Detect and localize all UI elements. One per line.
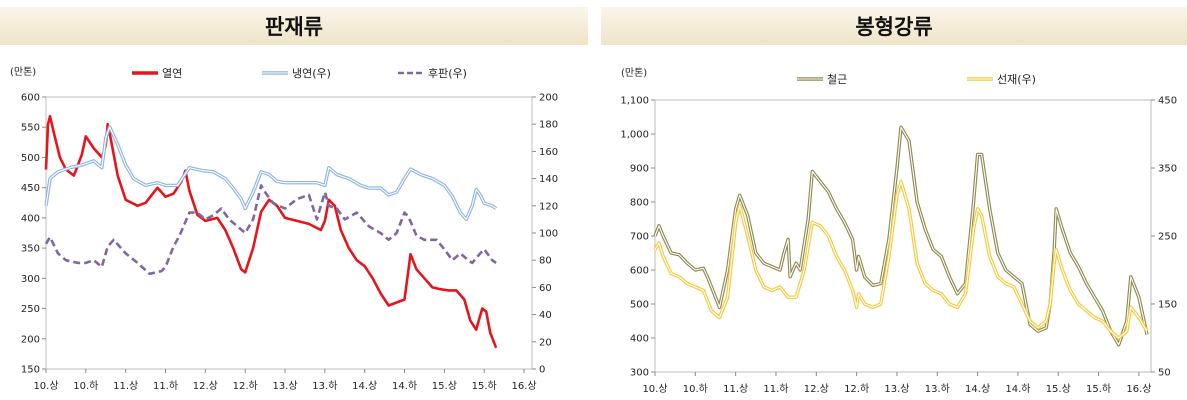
y-left-tick-label: 1,000 xyxy=(620,130,649,141)
y-right-tick-label: 200 xyxy=(539,93,558,104)
y-right-tick-label: 160 xyxy=(539,147,558,158)
chart-panel-long-products: 봉형강류 (만톤) 300 400 500 600 700 800 900 1,000 1,100… xyxy=(601,0,1187,400)
x-tick-label: 15.상 xyxy=(432,380,457,392)
x-tick-label: 14.하 xyxy=(392,379,417,392)
legend-label: 후판(우) xyxy=(428,67,467,80)
y-left-tick-label: 400 xyxy=(630,334,649,345)
legend-label: 냉연(우) xyxy=(292,67,331,80)
x-tick-label: 10.하 xyxy=(73,379,98,392)
y-right-tick-label: 250 xyxy=(1158,232,1177,243)
y-left-tick-label: 150 xyxy=(21,365,40,376)
plot-area xyxy=(654,99,1152,373)
y-left-tick-label: 1,100 xyxy=(620,96,649,107)
y-left-tick-label: 600 xyxy=(21,93,40,104)
chart-flat-products: (만톤) 150 200 250 300 350 400 450 500 550 600 0 20 40 6… xyxy=(10,66,558,392)
x-tick-label: 12.하 xyxy=(233,379,258,392)
x-tick-label: 16.상 xyxy=(511,380,536,392)
series-line-선재우-inner xyxy=(654,181,1148,339)
x-tick-label: 11.상 xyxy=(723,383,748,395)
x-tick-label: 12.상 xyxy=(804,383,829,395)
x-tick-label: 16.상 xyxy=(1126,383,1151,395)
y-right-tick-label: 100 xyxy=(539,229,558,240)
x-tick-label: 13.하 xyxy=(312,379,337,392)
y-right-tick-label: 50 xyxy=(1158,368,1171,379)
x-tick-label: 15.하 xyxy=(472,379,497,392)
x-tick-label: 11.하 xyxy=(153,379,178,392)
y-left-tick-label: 500 xyxy=(630,300,649,311)
y-left-tick-label: 700 xyxy=(630,232,649,243)
y-axis-unit-label: (만톤) xyxy=(10,66,36,78)
y-right-tick-label: 20 xyxy=(539,337,552,348)
y-left-tick-label: 900 xyxy=(630,164,649,175)
y-right-tick-label: 180 xyxy=(539,120,558,131)
x-tick-label: 12.상 xyxy=(193,380,218,392)
series-line-후판우 xyxy=(44,184,497,276)
plot-area xyxy=(45,96,533,370)
series-line-냉연우-inner xyxy=(45,126,497,220)
x-tick-label: 12.하 xyxy=(844,382,869,395)
y-left-tick-label: 300 xyxy=(21,274,40,285)
chart-long-products: (만톤) 300 400 500 600 700 800 900 1,000 1,100 50 150… xyxy=(620,67,1177,395)
series-line-철근-inner xyxy=(654,126,1148,346)
x-tick-label: 13.상 xyxy=(884,383,909,395)
y-left-tick-label: 300 xyxy=(630,368,649,379)
x-tick-label: 13.상 xyxy=(272,380,297,392)
x-tick-label: 10.상 xyxy=(642,383,667,395)
x-tick-label: 15.상 xyxy=(1046,383,1071,395)
y-right-tick-label: 40 xyxy=(539,310,552,321)
chart-title: 봉형강류 xyxy=(855,15,933,39)
y-left-tick-label: 550 xyxy=(21,123,40,134)
x-tick-label: 11.하 xyxy=(763,382,788,395)
y-left-tick-label: 400 xyxy=(21,213,40,224)
chart-title: 판재류 xyxy=(265,15,323,39)
x-tick-label: 10.상 xyxy=(33,380,58,392)
y-right-tick-label: 150 xyxy=(1158,300,1177,311)
legend-label: 철근 xyxy=(827,73,847,86)
y-right-tick-label: 0 xyxy=(539,365,545,376)
chart-panel-flat-products: 판재류 (만톤) 150 200 250 300 350 400 450 500 550 600 0 2… xyxy=(0,0,588,400)
y-left-tick-label: 500 xyxy=(21,153,40,164)
y-left-tick-label: 350 xyxy=(21,244,40,255)
legend-label: 선재(우) xyxy=(997,73,1036,86)
y-right-tick-label: 120 xyxy=(539,201,558,212)
x-tick-label: 14.상 xyxy=(352,380,377,392)
x-tick-label: 13.하 xyxy=(925,382,950,395)
y-right-tick-label: 140 xyxy=(539,174,558,185)
legend-label: 열연 xyxy=(162,67,182,80)
y-left-tick-label: 800 xyxy=(630,198,649,209)
x-tick-label: 14.상 xyxy=(965,383,990,395)
y-right-tick-label: 450 xyxy=(1158,96,1177,107)
y-right-tick-label: 350 xyxy=(1158,164,1177,175)
x-tick-label: 14.하 xyxy=(1005,382,1030,395)
y-right-tick-label: 80 xyxy=(539,256,552,267)
y-left-tick-label: 200 xyxy=(21,334,40,345)
y-axis-unit-label: (만톤) xyxy=(621,67,647,79)
y-left-tick-label: 600 xyxy=(630,266,649,277)
chart-title-bar: 봉형강류 xyxy=(601,7,1187,45)
x-tick-label: 10.하 xyxy=(683,382,708,395)
y-left-tick-label: 250 xyxy=(21,304,40,315)
y-left-tick-label: 450 xyxy=(21,183,40,194)
x-tick-label: 15.하 xyxy=(1086,382,1111,395)
x-tick-label: 11.상 xyxy=(113,380,138,392)
chart-title-bar: 판재류 xyxy=(0,7,588,45)
y-right-tick-label: 60 xyxy=(539,283,552,294)
